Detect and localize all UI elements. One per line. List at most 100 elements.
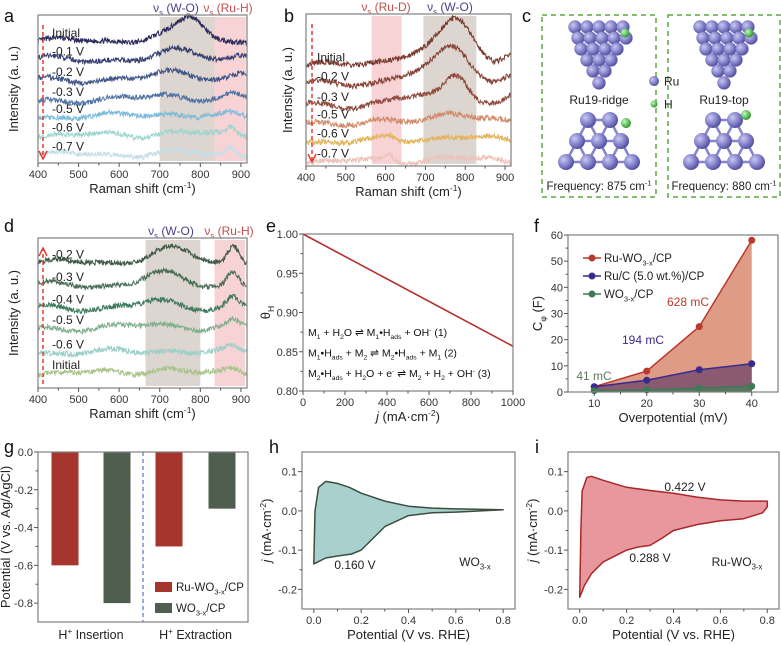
x-tick-label: 500: [69, 394, 87, 406]
ru-atom: [604, 53, 618, 67]
series-area: [594, 240, 752, 392]
bar: [51, 452, 79, 566]
data-point: [748, 382, 756, 390]
x-tick-label: 0.2: [619, 615, 634, 627]
x-tick-label: 0.2: [354, 615, 369, 627]
series-label: -0.6 V: [52, 337, 84, 351]
ru-atom: [705, 112, 721, 128]
data-point: [695, 323, 703, 331]
x-tick-label: 0.0: [306, 615, 321, 627]
category-label: H+ Insertion: [58, 627, 123, 642]
y-tick-label: 30: [551, 309, 563, 321]
x-axis-label: Raman shift (cm-1): [355, 183, 462, 199]
spectrum-line: [37, 123, 248, 142]
series-line: [594, 362, 752, 388]
legend-label: Ru: [664, 75, 679, 89]
y-tick-label: -0.1: [544, 545, 563, 557]
y-tick-label: 10: [551, 361, 563, 373]
y-axis-label: Intensity (a. u.): [6, 270, 21, 356]
series-label: -0.3 V: [52, 85, 84, 99]
legend-marker: [588, 254, 596, 262]
panel-letter-c: c: [522, 6, 531, 26]
series-label: -0.2 V: [52, 65, 84, 79]
legend-marker: [650, 100, 658, 108]
band-label: νs (Ru-H): [203, 1, 252, 18]
structure-box-ridge: [541, 14, 657, 198]
x-tick-label: 400: [297, 172, 315, 184]
category-label: H+ Extraction: [159, 627, 232, 642]
spectrum-line: [305, 14, 512, 69]
ru-atom: [738, 133, 754, 149]
cv-annotation: Ru-WO3-x: [712, 555, 763, 572]
y-tick-label: -0.1: [278, 545, 297, 557]
x-tick-label: 500: [69, 169, 87, 181]
spectrum-line: [37, 66, 248, 88]
reaction-equation: M2•Hads + H2O + e- ⇌ M2 + H2 + OH- (3): [308, 368, 491, 382]
structure-title: Ru19-ridge: [569, 93, 629, 107]
y-tick-label: 0.1: [548, 467, 563, 479]
x-tick-label: 0.8: [760, 615, 775, 627]
x-tick-label: 800: [456, 172, 474, 184]
band-shading: [159, 17, 215, 161]
spectrum-line: [305, 109, 512, 129]
cv-annotation: 0.160 V: [334, 558, 375, 572]
frequency-label: Frequency: 875 cm-1: [546, 178, 651, 193]
ru-atom: [591, 133, 607, 149]
spectrum-line: [37, 364, 248, 378]
band-shading: [145, 240, 201, 386]
series-line: [594, 385, 752, 392]
y-axis-label: j (mA·cm-2): [258, 499, 274, 565]
x-tick-label: 0.4: [401, 615, 416, 627]
band-label: νs (W-O): [427, 0, 473, 17]
frequency-label: Frequency: 880 cm-1: [671, 178, 776, 193]
ru-atom: [602, 154, 618, 170]
data-point: [748, 236, 756, 244]
coverage-line: [302, 233, 514, 347]
panel-letter-i: i: [535, 437, 539, 457]
y-tick-label: -0.8: [14, 598, 33, 610]
series-label: Initial: [52, 358, 80, 372]
x-tick-label: 40: [746, 398, 758, 410]
y-tick-label: 0.0: [18, 447, 33, 459]
series-label: -0.6 V: [317, 126, 349, 140]
ru-atom: [705, 154, 721, 170]
spectrum-line: [37, 44, 248, 66]
y-tick-label: -0.4: [14, 523, 33, 535]
panel-d: νs (W-O) νs (Ru-H) -0.2 V -0.3 V -0.4 V -0.5 …: [6, 224, 254, 421]
series-label: -0.3 V: [52, 270, 84, 284]
legend-swatch: [155, 582, 172, 592]
spectrum-line: [37, 89, 248, 108]
ru-atom: [569, 133, 585, 149]
x-tick-label: 1000: [501, 397, 525, 409]
x-tick-label: 0.4: [666, 615, 681, 627]
y-tick-label: 50: [551, 256, 563, 268]
ru-atom: [729, 53, 743, 67]
x-tick-label: 600: [110, 169, 128, 181]
series-label: Initial: [317, 50, 345, 64]
legend-marker: [649, 76, 659, 86]
x-tick-label: 800: [191, 169, 209, 181]
x-tick-label: 700: [151, 394, 169, 406]
arrow-head-icon: [38, 246, 48, 257]
series-label: -0.1 V: [52, 44, 84, 58]
data-point: [748, 360, 756, 368]
y-tick-label: -0.6: [14, 560, 33, 572]
reaction-equation: M1•Hads + M2 ⇌ M2•Hads + M1 (2): [308, 348, 457, 362]
data-point: [643, 367, 651, 375]
data-point: [695, 366, 703, 374]
x-tick-label: 900: [232, 394, 250, 406]
panel-b: νs (Ru-D) νs (W-O) Initial -0.2 V -0.3 V -0.5…: [280, 0, 514, 199]
legend-label: Ru/C (5.0 wt.%)/CP: [604, 271, 705, 283]
x-tick-label: 500: [337, 172, 355, 184]
spectrum-line: [37, 316, 248, 335]
data-point: [643, 376, 651, 384]
series-label: -0.5 V: [52, 102, 84, 116]
x-tick-label: 700: [416, 172, 434, 184]
bar: [155, 452, 183, 547]
x-tick-label: 700: [151, 169, 169, 181]
band-label: νs (W-O): [148, 224, 194, 241]
ru-atom: [683, 154, 699, 170]
spectrum-line: [305, 131, 512, 147]
band-label: νs (Ru-D): [361, 0, 410, 17]
y-tick-label: 0: [557, 387, 563, 399]
